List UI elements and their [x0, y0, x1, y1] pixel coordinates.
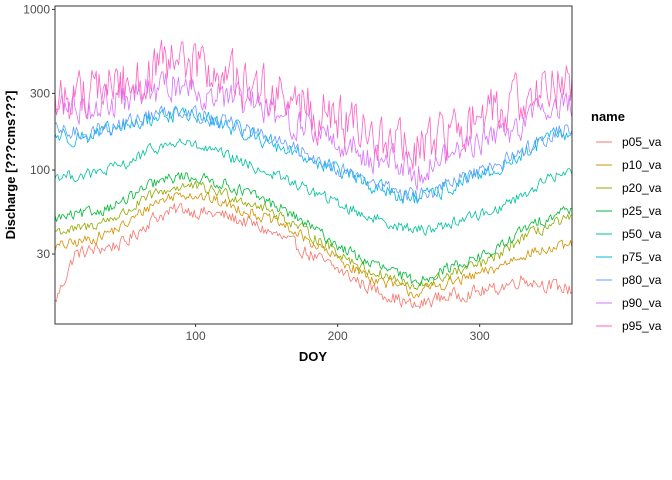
series-line-p25-va [54, 172, 573, 287]
legend-item: p20_va [596, 181, 662, 195]
series-line-p05-va [54, 203, 573, 309]
legend-item: p10_va [596, 158, 662, 172]
legend-item: p90_va [596, 296, 662, 310]
series-line-p50-va [54, 138, 573, 236]
series-line-p75-va [54, 105, 573, 204]
y-tick-label: 300 [30, 86, 50, 100]
y-tick-label: 30 [37, 247, 51, 261]
series-line-p80-va [54, 105, 573, 202]
legend-label: p90_va [622, 296, 662, 310]
legend-label: p05_va [622, 135, 662, 149]
series-line-p90-va [54, 71, 573, 191]
legend-title: name [591, 109, 625, 124]
plot-lines [54, 39, 573, 309]
y-tick-label: 100 [30, 163, 50, 177]
legend-label: p80_va [622, 273, 662, 287]
x-axis: 100 200 300 [186, 324, 490, 343]
legend-item: p80_va [596, 273, 662, 287]
plot-panel-border [54, 5, 573, 325]
legend: name p05_va p10_va p20_va p25_va p50_va p75_v… [591, 109, 662, 333]
series-line-p20-va [54, 180, 573, 291]
legend-item: p05_va [596, 135, 662, 149]
x-tick-label: 200 [328, 329, 348, 343]
legend-item: p75_va [596, 250, 662, 264]
legend-item: p25_va [596, 204, 662, 218]
legend-item: p50_va [596, 227, 662, 241]
legend-label: p10_va [622, 158, 662, 172]
y-axis-title: Discharge [???cms???] [3, 91, 18, 240]
series-line-p95-va [54, 39, 573, 170]
legend-label: p50_va [622, 227, 662, 241]
x-tick-label: 300 [470, 329, 490, 343]
x-axis-title: DOY [299, 349, 328, 364]
legend-label: p25_va [622, 204, 662, 218]
y-axis: 30 100 300 1000 [23, 2, 55, 261]
legend-item: p95_va [596, 319, 662, 333]
legend-label: p75_va [622, 250, 662, 264]
legend-label: p20_va [622, 181, 662, 195]
series-line-p10-va [54, 192, 573, 299]
legend-label: p95_va [622, 319, 662, 333]
y-tick-label: 1000 [23, 2, 50, 16]
x-tick-label: 100 [186, 329, 206, 343]
